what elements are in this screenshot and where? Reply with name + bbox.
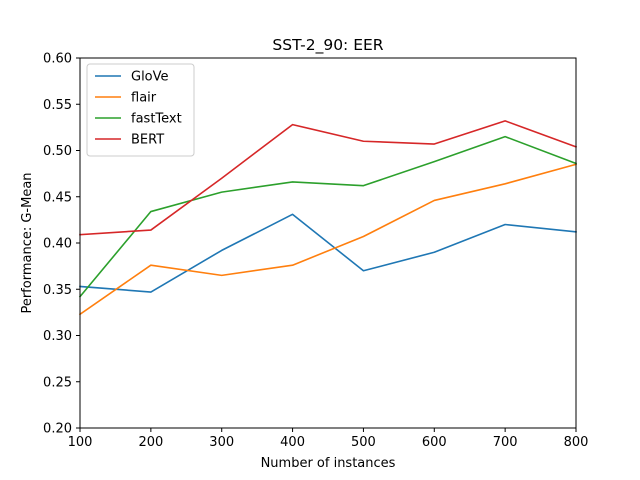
series-line-bert <box>79 120 578 236</box>
x-tick-label: 500 <box>351 435 376 450</box>
legend-label-glove: GloVe <box>131 70 169 85</box>
series-lines <box>78 120 578 316</box>
plot-frame <box>79 57 577 429</box>
x-tick-label: 100 <box>68 435 93 450</box>
x-tick-label: 800 <box>564 435 589 450</box>
legend-box <box>86 63 195 157</box>
legend-label-flair: flair <box>131 91 157 106</box>
x-tick-label: 300 <box>209 435 234 450</box>
y-axis: 0.20 0.25 0.30 0.35 0.40 0.45 0.50 0.55 0.60 <box>43 52 80 437</box>
legend-label-bert: BERT <box>131 133 164 148</box>
y-tick-label: 0.55 <box>43 98 72 113</box>
x-tick-label: 400 <box>280 435 305 450</box>
series-line-fasttext <box>78 135 578 298</box>
x-tick-label: 200 <box>138 435 163 450</box>
y-tick-label: 0.40 <box>43 237 72 252</box>
x-tick-label: 600 <box>422 435 447 450</box>
legend-label-fasttext: fastText <box>131 112 182 127</box>
y-tick-label: 0.50 <box>43 144 72 159</box>
y-tick-label: 0.30 <box>43 329 72 344</box>
y-tick-label: 0.45 <box>43 190 72 205</box>
chart-title: SST-2_90: EER <box>272 36 383 55</box>
series-line-flair <box>78 163 577 316</box>
y-tick-label: 0.35 <box>43 283 72 298</box>
y-tick-label: 0.25 <box>43 375 72 390</box>
x-axis-label: Number of instances <box>261 456 396 471</box>
y-axis-label: Performance: G-Mean <box>20 172 35 313</box>
y-tick-label: 0.60 <box>43 52 72 67</box>
series-line-glove <box>79 213 577 293</box>
x-axis: 100 200 300 400 500 600 700 800 <box>68 428 589 450</box>
x-tick-label: 700 <box>493 435 518 450</box>
y-tick-label: 0.20 <box>43 422 72 437</box>
legend: GloVe flair fastText BERT <box>86 63 195 157</box>
